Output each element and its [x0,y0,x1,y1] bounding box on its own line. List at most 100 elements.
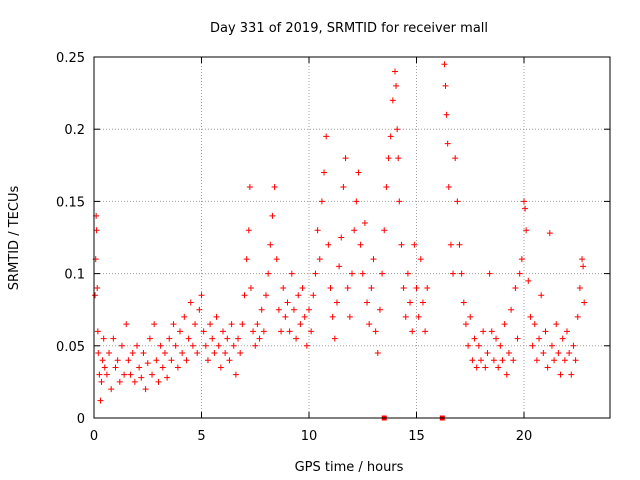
data-point [482,364,489,371]
data-point [553,321,560,328]
data-point [392,68,398,75]
data-point [344,285,351,292]
axis-ticks: 0 0.05 0.1 0.15 0.2 0.25 0 5 10 15 20 [56,51,610,444]
data-point [245,227,252,234]
data-point [404,270,411,277]
data-point [523,227,530,234]
y-tick-label: 0.15 [56,195,85,210]
data-point [114,357,121,364]
data-point [402,313,409,320]
data-point [340,183,347,190]
y-tick-label: 0 [77,412,85,427]
x-axis-label: GPS time / hours [295,460,404,475]
data-point [460,299,467,306]
data-point [329,313,336,320]
data-point [213,313,220,320]
data-point [230,342,237,349]
data-point [265,270,272,277]
data-point [123,321,130,328]
data-point [194,350,201,357]
data-point [177,328,183,335]
data-point [452,155,459,162]
data-point [351,227,358,234]
data-point [581,299,588,306]
data-point [389,97,396,104]
data-point [555,350,562,357]
data-point [572,357,579,364]
data-point [170,321,177,328]
data-point [333,299,340,306]
data-point [512,285,519,292]
data-point [174,364,181,371]
data-point [96,371,103,378]
data-point [490,357,497,364]
data-point [235,335,242,342]
data-point [127,371,134,378]
data-point [299,285,306,292]
data-point [112,364,119,371]
data-point [548,342,555,349]
data-point [321,169,328,176]
data-point [327,285,334,292]
plot-area-frame [93,56,611,419]
data-point [531,321,538,328]
data-point [110,335,117,342]
data-point [228,321,235,328]
data-point [301,313,308,320]
chart-title: Day 331 of 2019, SRMTID for receiver mal… [210,21,488,36]
data-point [282,313,289,320]
data-point [164,374,171,381]
data-point [125,357,132,364]
data-point [570,342,577,349]
data-point [310,292,317,299]
data-point [497,342,504,349]
y-axis-label: SRMTID / TECUs [7,186,22,291]
data-point [529,342,536,349]
data-point [521,198,527,205]
data-point [202,342,209,349]
data-point [157,342,164,349]
data-point [536,335,543,342]
data-point [422,328,429,335]
data-point [331,335,338,342]
data-point [237,350,244,357]
data-point [458,270,465,277]
data-point [254,321,261,328]
data-point [484,350,491,357]
x-tick-label: 0 [90,429,98,444]
data-point [189,342,196,349]
data-point [387,133,394,140]
data-point [256,335,263,342]
data-point [424,285,431,292]
data-point [100,335,107,342]
data-point [204,357,211,364]
data-point [551,357,558,364]
data-point [247,285,254,292]
data-point [166,335,173,342]
data-point [241,292,248,299]
data-point [103,371,110,378]
data-point [374,350,381,357]
data-point [196,306,203,313]
data-point [94,328,101,335]
data-point [538,292,545,299]
data-point [514,335,521,342]
data-point [258,306,265,313]
data-point [346,313,353,320]
data-point [211,350,218,357]
data-point [286,328,293,335]
data-point [364,299,371,306]
data-point [372,328,379,335]
data-point [574,313,581,320]
data-point [185,335,192,342]
data-point [121,371,128,378]
data-point [116,378,123,385]
data-point [376,306,383,313]
data-point [510,357,517,364]
data-point [447,241,454,248]
data-point [93,227,100,234]
data-point [561,357,568,364]
data-point [353,198,360,205]
data-point [146,335,153,342]
